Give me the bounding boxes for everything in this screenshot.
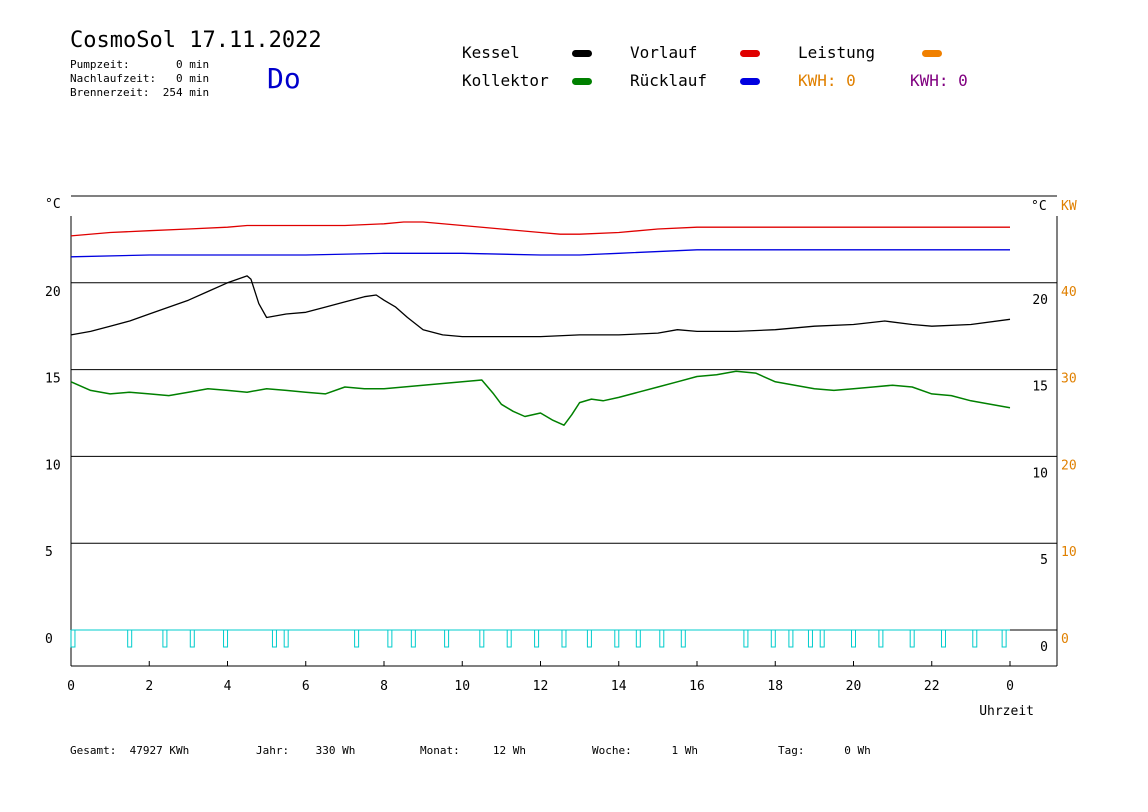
pump-pulse [851, 630, 856, 648]
pump-pulse [162, 630, 168, 648]
footer-tag: Tag: 0 Wh [778, 744, 871, 757]
legend-kollektor-swatch [572, 78, 592, 85]
y-tick-right: 15 [1032, 380, 1048, 395]
pump-pulse [534, 630, 540, 648]
left-unit-label: °C [45, 197, 61, 212]
pump-pulse [479, 630, 485, 648]
pump-pulse [271, 630, 277, 648]
pump-pulse [283, 630, 289, 648]
kwh-orange-label: KWH: 0 [798, 71, 856, 90]
legend-ruecklauf-swatch [740, 78, 760, 85]
x-tick-label: 8 [380, 679, 388, 694]
y-tick-right: 5 [1040, 553, 1048, 568]
pump-pulse [586, 630, 592, 648]
series-line-ruecklauf [70, 249, 1010, 258]
pump-pulse [972, 630, 978, 648]
y-tick-right: 10 [1032, 466, 1048, 481]
y-tick-right-kw: 30 [1061, 372, 1077, 387]
pump-pulse [127, 630, 133, 648]
pump-pulse [354, 630, 360, 648]
y-tick-right-kw: 20 [1061, 458, 1077, 473]
right-unit-label: °C [1031, 199, 1047, 214]
pump-pulse [70, 630, 76, 648]
pump-pulse [410, 630, 416, 648]
x-tick-label: 2 [145, 679, 153, 694]
x-tick-label: 4 [224, 679, 232, 694]
pump-pulse [561, 630, 567, 648]
pump-pulse [444, 630, 450, 648]
pump-pulse [1001, 630, 1007, 648]
pump-pulse [819, 630, 825, 648]
series-line-kessel [70, 275, 1011, 338]
x-tick-label: 14 [611, 679, 627, 694]
legend-vorlauf-swatch [740, 50, 760, 57]
x-axis-label: Uhrzeit [979, 704, 1034, 719]
y-tick-right-kw: 10 [1061, 545, 1077, 560]
pump-pulse [770, 630, 776, 648]
y-tick-right-kw: 40 [1061, 285, 1077, 300]
legend-kessel-label: Kessel [462, 43, 520, 62]
pump-pulse [614, 630, 620, 648]
x-tick-label: 10 [454, 679, 470, 694]
pump-pulse [940, 630, 946, 648]
pump-pulse [189, 630, 195, 648]
kwh-purple-label: KWH: 0 [910, 71, 968, 90]
x-tick-label: 18 [767, 679, 783, 694]
footer-monat: Monat: 12 Wh [420, 744, 526, 757]
footer-jahr: Jahr: 330 Wh [256, 744, 356, 757]
series-line-vorlauf [70, 221, 1010, 237]
legend-ruecklauf-label: Rücklauf [630, 71, 708, 90]
brennerzeit-info: Brennerzeit: 254 min [70, 86, 210, 99]
y-tick-left: 20 [45, 285, 61, 300]
right-kw-unit-label: KW [1061, 199, 1077, 214]
legend-kessel-swatch [572, 50, 592, 57]
y-tick-left: 15 [45, 372, 61, 387]
series-line-kollektor [70, 370, 1011, 426]
x-tick-label: 0 [1006, 679, 1014, 694]
pump-pulse [506, 630, 512, 648]
x-tick-label: 6 [302, 679, 310, 694]
y-tick-right-kw: 0 [1061, 632, 1069, 647]
x-tick-label: 22 [924, 679, 940, 694]
legend-kollektor-label: Kollektor [462, 71, 549, 90]
legend-leistung-swatch [922, 50, 942, 57]
x-tick-label: 12 [533, 679, 549, 694]
pump-pulse [223, 630, 229, 648]
y-tick-left: 10 [45, 458, 61, 473]
y-tick-left: 0 [45, 632, 53, 647]
nachlaufzeit-info: Nachlaufzeit: 0 min [70, 72, 210, 85]
footer-gesamt: Gesamt: 47927 KWh [70, 744, 190, 757]
pump-pulse [909, 630, 915, 648]
pumpzeit-info: Pumpzeit: 0 min [70, 58, 210, 71]
page-title: CosmoSol 17.11.2022 [70, 28, 322, 53]
y-tick-right: 20 [1032, 293, 1048, 308]
weekday-label: Do [267, 62, 301, 95]
pump-pulse [635, 630, 641, 648]
pump-pulse [743, 630, 749, 648]
x-tick-label: 16 [689, 679, 705, 694]
legend-vorlauf-label: Vorlauf [630, 43, 698, 62]
pump-pulse [878, 630, 884, 648]
pump-pulse [680, 630, 686, 648]
x-tick-label: 0 [67, 679, 75, 694]
footer-woche: Woche: 1 Wh [592, 744, 698, 757]
pump-pulse [659, 630, 665, 648]
pump-pulse [807, 630, 813, 648]
pump-pulse [788, 630, 794, 648]
pump-pulse [387, 630, 393, 648]
y-tick-left: 5 [45, 545, 53, 560]
x-tick-label: 20 [846, 679, 862, 694]
legend-leistung-label: Leistung [798, 43, 876, 62]
y-tick-right: 0 [1040, 640, 1048, 655]
